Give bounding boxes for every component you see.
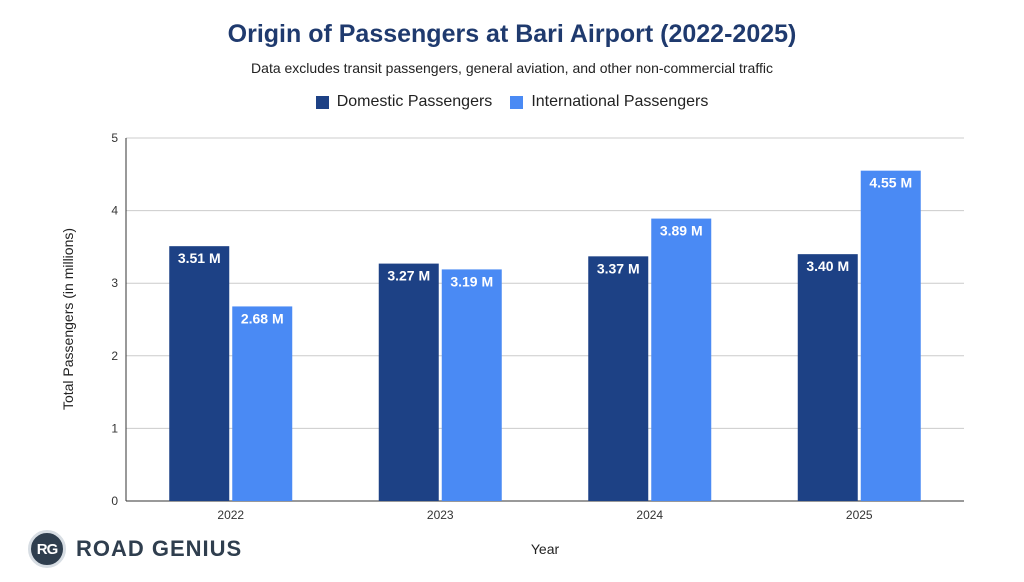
y-tick-label: 1 <box>111 421 118 435</box>
bar-international-2022 <box>232 306 293 501</box>
logo-badge: RG <box>28 530 66 568</box>
data-label-international-2022: 2.68 M <box>241 310 284 326</box>
x-tick-label: 2025 <box>846 508 873 522</box>
data-label-domestic-2022: 3.51 M <box>178 250 221 266</box>
legend-label-international: International Passengers <box>531 93 709 110</box>
x-tick-label: 2022 <box>217 508 244 522</box>
legend-swatch-international <box>510 95 524 109</box>
bar-domestic-2023 <box>378 263 439 501</box>
y-tick-label: 5 <box>111 131 118 145</box>
y-tick-label: 2 <box>111 349 118 363</box>
legend-swatch-domestic <box>315 95 329 109</box>
logo-text: ROAD GENIUS <box>76 536 243 561</box>
chart-subtitle: Data excludes transit passengers, genera… <box>251 60 773 76</box>
bar-domestic-2025 <box>797 254 858 501</box>
bar-international-2025 <box>860 170 921 502</box>
data-label-international-2024: 3.89 M <box>660 223 703 239</box>
data-label-domestic-2024: 3.37 M <box>597 260 640 276</box>
data-label-domestic-2025: 3.40 M <box>806 258 849 274</box>
y-tick-label: 3 <box>111 276 118 290</box>
data-label-international-2023: 3.19 M <box>450 273 493 289</box>
bar-domestic-2024 <box>588 256 649 501</box>
bar-domestic-2022 <box>169 246 230 501</box>
data-label-international-2025: 4.55 M <box>869 175 912 191</box>
legend-item-international: International Passengers <box>510 93 708 111</box>
bar-international-2024 <box>651 218 712 501</box>
y-tick-label: 0 <box>111 494 118 508</box>
y-tick-label: 4 <box>111 204 118 218</box>
x-axis-label: Year <box>530 541 560 557</box>
bar-international-2023 <box>441 269 502 501</box>
road-genius-logo: RG ROAD GENIUS <box>28 530 242 568</box>
x-tick-label: 2024 <box>636 508 663 522</box>
legend-item-domestic: Domestic Passengers <box>315 93 493 111</box>
chart-title: Origin of Passengers at Bari Airport (20… <box>227 20 797 48</box>
legend-label-domestic: Domestic Passengers <box>336 93 493 110</box>
data-label-domestic-2023: 3.27 M <box>387 268 430 284</box>
x-tick-label: 2023 <box>427 508 454 522</box>
legend: Domestic Passengers International Passen… <box>0 93 1024 111</box>
